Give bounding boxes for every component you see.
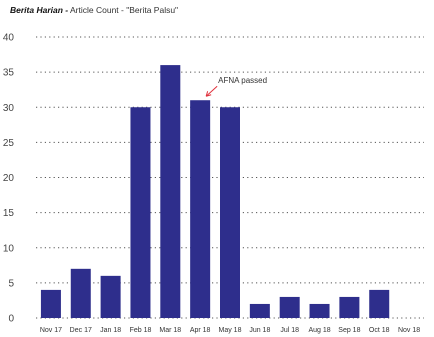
chart-title-source: Berita Harian -	[10, 5, 68, 15]
y-tick-label: 5	[8, 278, 14, 289]
bar	[220, 107, 240, 318]
y-tick-label: 25	[3, 138, 15, 149]
x-tick-label: Apr 18	[190, 327, 211, 334]
x-tick-label: Aug 18	[308, 327, 330, 334]
y-tick-label: 15	[3, 208, 15, 219]
x-tick-label: May 18	[219, 327, 242, 334]
chart-title: Berita Harian - Article Count - "Berita …	[10, 5, 178, 15]
bars	[40, 65, 390, 318]
x-tick-label: Oct 18	[369, 327, 390, 334]
x-tick-label: Feb 18	[130, 327, 152, 334]
bar	[369, 289, 390, 318]
y-tick-label: 20	[3, 173, 15, 184]
bar	[339, 296, 360, 318]
y-tick-label: 35	[3, 68, 15, 79]
bar	[279, 296, 300, 318]
annotation: AFNA passed	[205, 76, 267, 97]
bar	[249, 303, 270, 318]
y-tick-label: 10	[3, 243, 15, 254]
annotation-label: AFNA passed	[218, 76, 267, 85]
annotation-arrowhead	[205, 91, 212, 97]
bar	[130, 107, 151, 318]
x-axis-ticks: Nov 17 Dec 17 Jan 18 Feb 18 Mar 18 Apr 18 May …	[40, 327, 420, 334]
x-tick-label: Jan 18	[100, 327, 121, 334]
bar	[100, 275, 121, 318]
y-tick-label: 40	[3, 33, 15, 44]
x-tick-label: Nov 18	[398, 327, 420, 334]
x-tick-label: Mar 18	[159, 327, 181, 334]
bar	[70, 268, 91, 318]
y-tick-label: 30	[3, 103, 15, 114]
y-tick-label: 0	[8, 314, 14, 325]
x-tick-label: Jun 18	[249, 327, 270, 334]
x-tick-label: Sep 18	[338, 327, 360, 334]
annotation-arrow	[205, 85, 218, 97]
x-tick-label: Jul 18	[280, 327, 299, 334]
x-tick-label: Dec 17	[70, 327, 92, 334]
chart-title-description: Article Count - "Berita Palsu"	[68, 5, 178, 15]
y-axis-ticks: 0 5 10 15 20 25 30 35 40	[3, 33, 15, 325]
bar	[40, 289, 61, 318]
x-tick-label: Nov 17	[40, 327, 62, 334]
bar	[160, 65, 181, 318]
bar	[309, 303, 330, 318]
bar	[190, 100, 211, 318]
